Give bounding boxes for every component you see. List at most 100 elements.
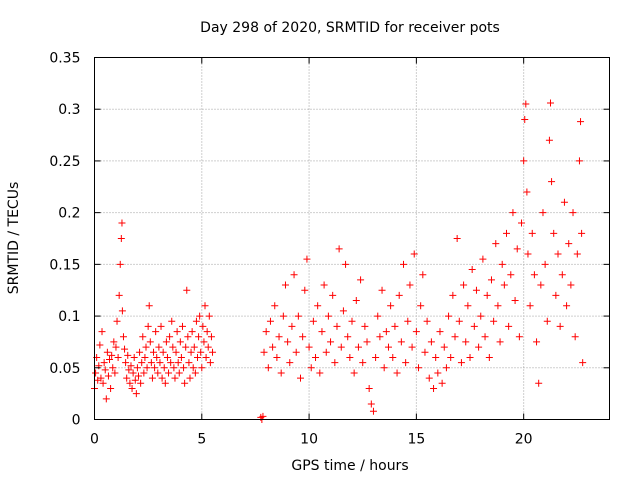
- data-point: [314, 302, 322, 310]
- data-point: [186, 374, 194, 382]
- data-point: [142, 343, 150, 351]
- data-point: [196, 312, 204, 320]
- data-point: [342, 260, 350, 268]
- data-point: [168, 317, 176, 325]
- data-point: [134, 372, 142, 380]
- data-point: [430, 384, 438, 392]
- data-point: [520, 157, 528, 165]
- data-point: [144, 322, 152, 330]
- data-point: [122, 359, 130, 367]
- data-point: [288, 322, 296, 330]
- data-point: [318, 328, 326, 336]
- data-point: [545, 136, 553, 144]
- data-point: [546, 99, 554, 107]
- y-tick-label: 0: [72, 413, 81, 429]
- data-point: [303, 255, 311, 263]
- data-point: [297, 374, 304, 382]
- data-point: [436, 328, 444, 336]
- data-point: [470, 322, 478, 330]
- data-point: [124, 351, 132, 359]
- data-point: [129, 369, 137, 377]
- data-point: [158, 374, 166, 382]
- data-point: [552, 291, 560, 299]
- data-point: [541, 260, 549, 268]
- data-point: [163, 353, 171, 361]
- data-point: [537, 281, 545, 289]
- data-point: [197, 348, 205, 356]
- data-point: [203, 328, 211, 336]
- data-point: [578, 229, 586, 237]
- y-tick-label: 0.1: [58, 309, 80, 325]
- data-point: [136, 348, 144, 356]
- data-point: [99, 379, 107, 387]
- data-point: [176, 338, 184, 346]
- data-point: [106, 356, 114, 364]
- data-point: [363, 338, 371, 346]
- data-point: [180, 364, 188, 372]
- data-point: [579, 359, 587, 367]
- data-point: [115, 291, 123, 299]
- data-point: [434, 369, 442, 377]
- data-point: [438, 379, 446, 387]
- data-point: [118, 219, 126, 227]
- data-point: [402, 359, 410, 367]
- data-point: [172, 348, 180, 356]
- data-point: [327, 338, 335, 346]
- data-point: [152, 328, 160, 336]
- data-point: [453, 235, 461, 242]
- data-point: [194, 353, 201, 361]
- data-point: [556, 322, 564, 330]
- data-point: [460, 281, 468, 289]
- data-point: [333, 322, 341, 330]
- data-point: [150, 348, 158, 356]
- data-point: [393, 369, 401, 377]
- data-point: [417, 302, 425, 310]
- data-point: [372, 353, 380, 361]
- data-point: [131, 376, 139, 384]
- data-point: [170, 364, 178, 372]
- data-point: [524, 250, 532, 258]
- data-point: [382, 328, 390, 336]
- data-point: [140, 369, 148, 377]
- data-point: [523, 188, 531, 196]
- data-point: [123, 374, 131, 382]
- data-point: [97, 374, 105, 382]
- data-point: [154, 369, 162, 377]
- data-point: [138, 359, 146, 367]
- data-point: [560, 198, 568, 206]
- data-point: [201, 302, 209, 310]
- data-point: [259, 412, 267, 420]
- data-point: [464, 302, 472, 310]
- data-point: [171, 374, 179, 382]
- y-tick-label: 0.3: [58, 102, 80, 118]
- data-point: [121, 345, 129, 353]
- axis-ticks: 0 5 10 15 20 0 0.05 0.1 0.15 0.2 0.25 0.3 0.35: [49, 51, 610, 448]
- data-point: [174, 359, 182, 367]
- data-point: [110, 338, 118, 346]
- data-point: [294, 312, 302, 320]
- data-point: [575, 157, 583, 165]
- data-point: [187, 348, 195, 356]
- y-tick-label: 0.35: [49, 51, 80, 67]
- data-point: [281, 281, 289, 289]
- data-point: [567, 281, 575, 289]
- x-tick-label: 15: [407, 432, 425, 448]
- data-point: [423, 317, 431, 325]
- data-point: [440, 343, 448, 351]
- data-point: [117, 235, 125, 242]
- data-point: [387, 302, 395, 310]
- data-point: [320, 281, 328, 289]
- data-point: [167, 359, 175, 367]
- data-point: [183, 286, 191, 294]
- x-tick-label: 0: [90, 432, 99, 448]
- data-point: [264, 364, 272, 372]
- data-point: [449, 291, 457, 299]
- x-tick-label: 10: [300, 432, 318, 448]
- data-point: [350, 369, 358, 377]
- data-point: [507, 271, 515, 279]
- data-point: [528, 229, 536, 237]
- data-point: [477, 312, 485, 320]
- data-point: [498, 260, 506, 268]
- data-point: [147, 359, 155, 367]
